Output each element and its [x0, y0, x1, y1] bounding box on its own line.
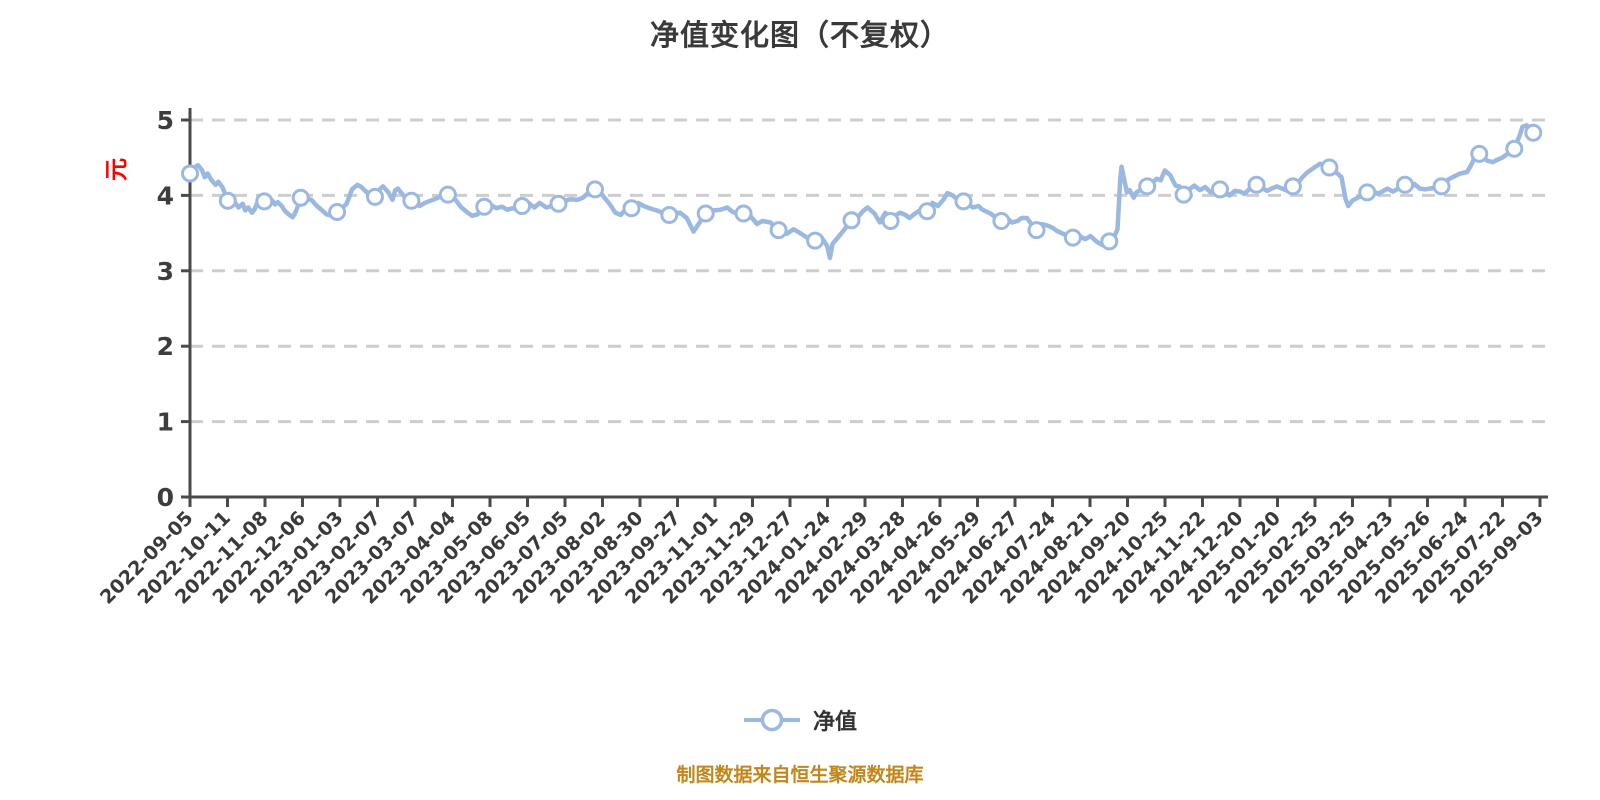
- data-point-marker: [1470, 144, 1489, 163]
- y-tick-label: 4: [157, 181, 174, 210]
- data-point-marker: [1505, 139, 1524, 158]
- data-point-marker: [291, 188, 310, 207]
- data-point-marker: [549, 194, 568, 213]
- chart-title: 净值变化图（不复权）: [649, 18, 950, 52]
- data-source-note: 制图数据来自恒生聚源数据库: [676, 764, 924, 786]
- data-point-marker: [328, 203, 347, 221]
- y-tick-label: 5: [157, 106, 174, 135]
- y-tick-label: 3: [157, 257, 174, 286]
- y-tick-label: 0: [157, 483, 174, 512]
- data-point-marker: [1358, 183, 1377, 202]
- data-point-marker: [586, 180, 604, 199]
- data-point-marker: [1247, 175, 1266, 194]
- data-point-marker: [769, 221, 788, 240]
- data-point-marker: [1396, 175, 1414, 194]
- data-point-marker: [181, 164, 199, 183]
- series-line: [187, 123, 1540, 261]
- data-point-marker: [402, 191, 421, 210]
- data-point-marker: [366, 187, 384, 206]
- data-point-marker: [696, 204, 715, 223]
- data-point-marker: [881, 212, 900, 230]
- data-point-marker: [806, 231, 825, 250]
- data-point-marker: [1174, 185, 1193, 204]
- y-tick-label: 2: [157, 332, 174, 361]
- data-point-marker: [842, 211, 861, 230]
- data-point-marker: [513, 197, 532, 215]
- y-axis-unit-label: 元: [104, 158, 130, 181]
- legend-item-netvalue[interactable]: 净值: [743, 704, 857, 736]
- data-point-marker: [1027, 221, 1046, 240]
- data-point-marker: [622, 199, 641, 218]
- data-point-marker: [1100, 232, 1119, 251]
- data-point-marker: [660, 206, 679, 224]
- data-point-marker: [1432, 177, 1451, 196]
- data-point-marker: [1524, 123, 1543, 142]
- data-point-marker: [255, 192, 274, 211]
- data-point-marker: [475, 197, 494, 216]
- legend-line-marker-icon: [743, 708, 800, 732]
- data-point-marker: [438, 185, 457, 204]
- legend-label: 净值: [812, 710, 857, 735]
- data-point-marker: [1320, 158, 1339, 177]
- data-point-marker: [954, 192, 973, 211]
- data-point-marker: [992, 212, 1011, 230]
- data-point-marker: [918, 202, 937, 221]
- data-point-marker: [1138, 177, 1157, 196]
- y-tick-label: 1: [157, 408, 174, 437]
- legend: 净值: [0, 704, 1600, 736]
- data-point-marker: [1063, 228, 1082, 247]
- data-point-marker: [218, 191, 237, 210]
- data-point-marker: [1283, 177, 1302, 196]
- data-point-marker: [734, 204, 753, 223]
- data-point-marker: [1211, 180, 1229, 199]
